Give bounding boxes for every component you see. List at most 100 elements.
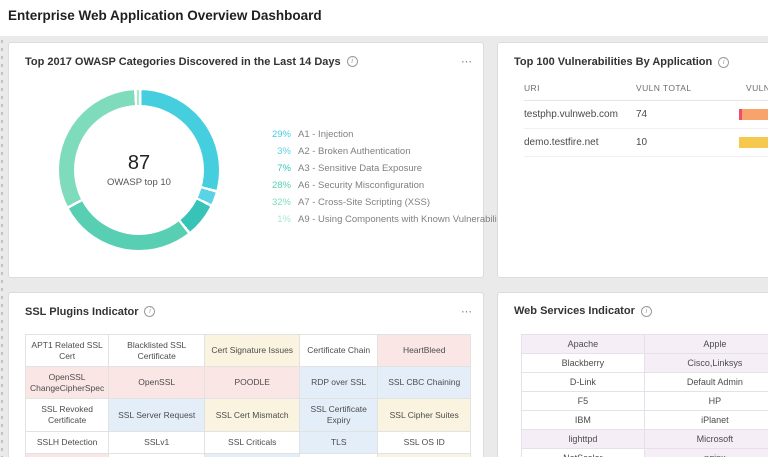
owasp-legend-item[interactable]: 1% A9 - Using Components with Known Vulne… [267,214,512,225]
ssl-grid-cell[interactable]: SSL Revoked Certificate [24,398,110,432]
legend-percent: 1% [277,214,291,225]
panel-owasp-categories: Top 2017 OWASP Categories Discovered in … [8,42,512,278]
info-icon[interactable]: i [346,56,358,67]
ssl-grid-cell[interactable] [377,453,472,457]
panel-ssl-title-row: SSL Plugins Indicator i ⋯ [25,305,473,319]
ssl-grid-cell[interactable] [299,453,379,457]
ws-cell[interactable]: lighttpd [521,429,645,449]
ssl-grid-cell[interactable]: SSL Cipher Suites [377,398,472,432]
panel-ws-title: Web Services Indicator [514,305,635,317]
col-header-vuln-total[interactable]: VULN TOTAL [636,83,692,93]
ws-cell[interactable]: F5 [521,391,645,411]
legend-label: A6 - Security Misconfiguration [298,180,425,191]
grid-edge-dots [1,40,3,457]
owasp-legend-item[interactable]: 28% A6 - Security Misconfiguration [267,180,512,191]
severity-bar-segment [739,137,768,148]
info-icon[interactable]: i [144,306,156,317]
ssl-grid-cell[interactable]: APT1 Related SSL Cert [24,334,110,367]
ssl-grid-cell[interactable]: OpenSSL [108,366,206,399]
vuln-table-row[interactable]: testphp.vulnweb.com 74 [524,101,768,129]
ssl-grid-cell[interactable]: SSL CBC Chaining [377,366,472,399]
panel-ws-title-row: Web Services Indicator i [514,305,768,317]
ssl-grid-cell[interactable]: SSL Cert Mismatch [204,398,301,432]
ssl-grid-cell[interactable]: Certificate Chain [299,334,379,367]
legend-label: A3 - Sensitive Data Exposure [298,163,423,174]
ssl-grid-cell[interactable]: SSLv1 [108,431,206,454]
ws-cell[interactable]: iPlanet [643,410,768,430]
page-title: Enterprise Web Application Overview Dash… [8,8,322,23]
ws-cell[interactable]: Microsoft [643,429,768,449]
donut-center: 87 OWASP top 10 [74,105,204,235]
ssl-grid-cell[interactable]: SSL Server Request [108,398,206,432]
legend-percent: 3% [277,146,291,157]
ssl-grid-cell[interactable]: SSL Certificate Expiry [299,398,379,432]
ssl-grid-cell[interactable]: RDP over SSL [299,366,379,399]
ssl-grid-cell[interactable]: HeartBleed [377,334,472,367]
legend-percent: 7% [277,163,291,174]
owasp-legend-item[interactable]: 3% A2 - Broken Authentication [267,146,512,157]
severity-bar-cell [739,109,768,120]
ws-cell[interactable]: Default Admin [643,372,768,392]
ssl-grid-cell[interactable]: Cert Signature Issues [204,334,301,367]
owasp-legend-item[interactable]: 32% A7 - Cross-Site Scripting (XSS) [267,197,512,208]
ssl-grid-cell[interactable]: SSLH Detection [24,431,110,454]
owasp-legend-item[interactable]: 29% A1 - Injection [267,129,512,140]
col-header-uri[interactable]: URI [524,83,540,93]
vuln-total-cell: 10 [636,137,648,148]
severity-bar-cell [739,137,768,148]
info-icon[interactable]: i [640,305,652,317]
vuln-total-cell: 74 [636,109,648,120]
ws-cell[interactable]: IBM [521,410,645,430]
vuln-table-body: testphp.vulnweb.com 74 demo.testfire.net 10 [524,101,768,157]
ws-cell[interactable]: NetScaler [521,448,645,457]
ssl-grid-cell[interactable] [24,453,110,457]
col-header-vulnerabilities[interactable]: VULNE [746,83,768,93]
ws-cell[interactable]: Cisco,Linksys [643,353,768,373]
ws-cell[interactable]: HP [643,391,768,411]
panel-menu-icon[interactable]: ⋯ [461,56,473,68]
uri-cell: testphp.vulnweb.com [524,109,618,120]
ws-cell[interactable]: Apple [643,334,768,354]
legend-label: A7 - Cross-Site Scripting (XSS) [298,197,430,208]
ssl-grid-cell[interactable]: POODLE [204,366,301,399]
panel-owasp-title: Top 2017 OWASP Categories Discovered in … [25,55,341,68]
ws-cell[interactable]: Blackberry [521,353,645,373]
ws-cell[interactable]: D-Link [521,372,645,392]
panel-vulns-title: Top 100 Vulnerabilities By Application [514,56,713,68]
owasp-legend-item[interactable]: 7% A3 - Sensitive Data Exposure [267,163,512,174]
donut-total-value: 87 [127,152,151,174]
uri-cell: demo.testfire.net [524,137,599,148]
ws-cell[interactable]: nginx [643,448,768,457]
dashboard-canvas: Top 2017 OWASP Categories Discovered in … [0,36,768,457]
ssl-grid-cell[interactable]: Blacklisted SSL Certificate [108,334,206,367]
ssl-grid-cell[interactable]: OpenSSL ChangeCipherSpec [24,366,110,399]
severity-bar-segment [739,109,742,120]
severity-bar-segment [742,109,768,120]
ssl-grid-cell[interactable]: SSL Criticals [204,431,301,454]
ssl-grid-cell[interactable] [204,453,301,457]
legend-label: A2 - Broken Authentication [298,146,411,157]
info-icon[interactable]: i [718,56,730,68]
app-header: Enterprise Web Application Overview Dash… [0,0,768,36]
legend-label: A1 - Injection [298,129,354,140]
ssl-grid-cell[interactable] [108,453,206,457]
ws-cell[interactable]: Apache [521,334,645,354]
legend-percent: 32% [271,197,291,208]
owasp-legend: 29% A1 - Injection 3% A2 - Broken Authentic… [267,129,512,231]
panel-menu-icon[interactable]: ⋯ [461,306,473,318]
panel-owasp-title-row: Top 2017 OWASP Categories Discovered in … [25,55,473,69]
ssl-grid-cell[interactable]: SSL OS ID [377,431,472,454]
vuln-table: URI VULN TOTAL VULNE testphp.vulnweb.com… [524,83,768,157]
severity-bar [739,137,768,148]
legend-percent: 28% [271,180,291,191]
owasp-donut-chart[interactable]: 87 OWASP top 10 [59,90,219,250]
severity-bar [739,109,768,120]
vuln-table-row[interactable]: demo.testfire.net 10 [524,129,768,157]
panel-vulns-title-row: Top 100 Vulnerabilities By Application i [514,56,768,68]
ssl-grid-cell[interactable]: TLS [299,431,379,454]
web-services-grid: Apache Apple Blackberry Cisco,Linksys D-Link… [521,334,768,457]
legend-label: A9 - Using Components with Known Vulnera… [298,214,512,225]
panel-top-vulnerabilities: Top 100 Vulnerabilities By Application i… [497,42,768,278]
vuln-table-header: URI VULN TOTAL VULNE [524,83,768,101]
